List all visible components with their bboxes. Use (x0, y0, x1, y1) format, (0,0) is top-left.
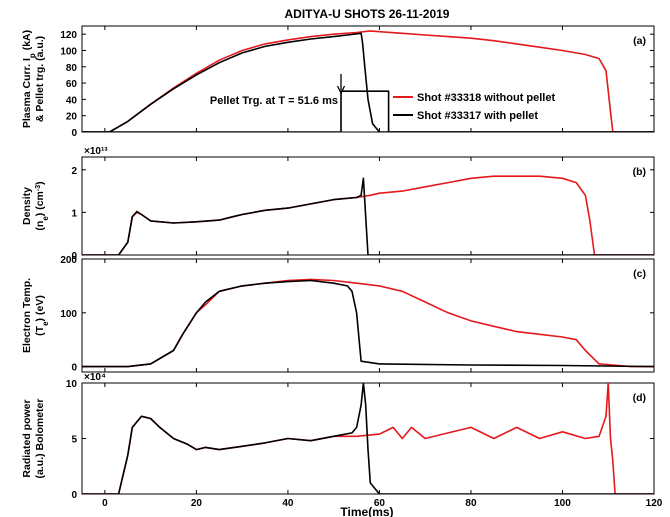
y-tick-label: 0 (71, 363, 77, 374)
panel-label: (b) (633, 166, 646, 178)
annotation-arrow-head (336, 85, 346, 95)
y-label-line-1-end: (kA) (21, 30, 33, 53)
y-label-end: ) (34, 181, 46, 185)
y-label-sub: e (41, 216, 50, 221)
y-tick-label: 0 (71, 490, 77, 501)
y-tick-label: 120 (60, 30, 77, 41)
y-tick-label: 2 (71, 166, 77, 177)
y-axis-label: Electron Temp.(Te) (eV) (21, 278, 50, 353)
x-tick-label: 0 (102, 498, 108, 509)
panel-c: 0 100 200 (c) Electron Temp.(Te) (eV) (21, 255, 655, 374)
y-tick-label: 40 (66, 95, 78, 106)
panel-b: 0 1 2 ×10¹³ (b) Density(ne) (cm-3) (21, 146, 655, 262)
pellet-annotation: Pellet Trg. at T = 51.6 ms (210, 95, 338, 107)
legend-label-without-pellet: Shot #33318 without pellet (417, 92, 555, 104)
series-with-pellet (82, 32, 654, 132)
y-label-line-1: Electron Temp. (21, 278, 33, 353)
panel-a: 0 20 40 60 80 100 120 (a) Plasma Curr. Ip (kA)& … (21, 25, 655, 139)
y-label-mid: ) (cm (34, 191, 46, 216)
y-tick-label: 1 (71, 208, 77, 219)
panel-d: 0 20 40 60 80 100 120 0 5 10 ×10⁴ (d) Radiated power… (21, 372, 663, 509)
y-label-sub: e (41, 321, 50, 326)
series-pellet-trigger (82, 90, 654, 132)
x-axis-label: Time(ms) (340, 505, 393, 517)
y-tick-label: 10 (66, 379, 78, 390)
series-without-pellet (82, 30, 654, 132)
x-tick-label: 20 (191, 498, 203, 509)
series-with-pellet (82, 177, 654, 255)
y-multiplier: ×10⁴ (84, 372, 106, 383)
y-label-end: ) (eV) (34, 295, 46, 321)
y-axis-label: Density(ne) (cm-3) (21, 181, 50, 230)
y-label-sub: p (28, 53, 37, 58)
y-tick-label: 20 (66, 112, 78, 123)
series-with-pellet (82, 383, 654, 494)
y-label-sup: -3 (35, 185, 42, 191)
x-tick-label: 60 (374, 498, 386, 509)
y-label-line-1: Radiated power (21, 399, 33, 477)
x-tick-label: 80 (465, 498, 477, 509)
y-tick-label: 0 (71, 251, 77, 262)
y-label-line-2: & Pellet trg. (a.u.) (34, 36, 46, 122)
y-axis-label: Plasma Curr. Ip (kA)& Pellet trg. (a.u.) (21, 30, 46, 128)
y-axis-label: Radiated power(a.u.) Bolometer (21, 399, 46, 479)
x-tick-label: 120 (646, 498, 663, 509)
panel-label: (a) (633, 35, 646, 47)
y-label-line-1: Density (21, 187, 33, 225)
series-with-pellet (82, 279, 654, 368)
panel-label: (c) (633, 268, 646, 280)
y-label-line-1: Plasma Curr. I (21, 58, 33, 128)
y-tick-label: 100 (60, 309, 77, 320)
x-tick-label: 40 (282, 498, 294, 509)
plot-frame (81, 25, 655, 133)
y-label-line-2: (n (34, 221, 46, 231)
plot-frame (81, 156, 655, 256)
legend-label-with-pellet: Shot #33317 with pellet (417, 110, 538, 122)
y-label-line-2: (a.u.) Bolometer (34, 399, 46, 479)
figure-title: ADITYA-U SHOTS 26-11-2019 (285, 7, 450, 21)
y-label-line-2: (T (34, 325, 46, 335)
y-tick-label: 100 (60, 46, 77, 57)
y-tick-label: 60 (66, 79, 78, 90)
x-tick-label: 100 (554, 498, 571, 509)
y-tick-label: 200 (60, 255, 77, 266)
panel-label: (d) (633, 392, 646, 404)
y-tick-label: 80 (66, 63, 78, 74)
y-tick-label: 0 (71, 128, 77, 139)
plot-frame (81, 258, 655, 373)
y-multiplier: ×10¹³ (84, 146, 108, 157)
y-tick-label: 5 (71, 435, 77, 446)
